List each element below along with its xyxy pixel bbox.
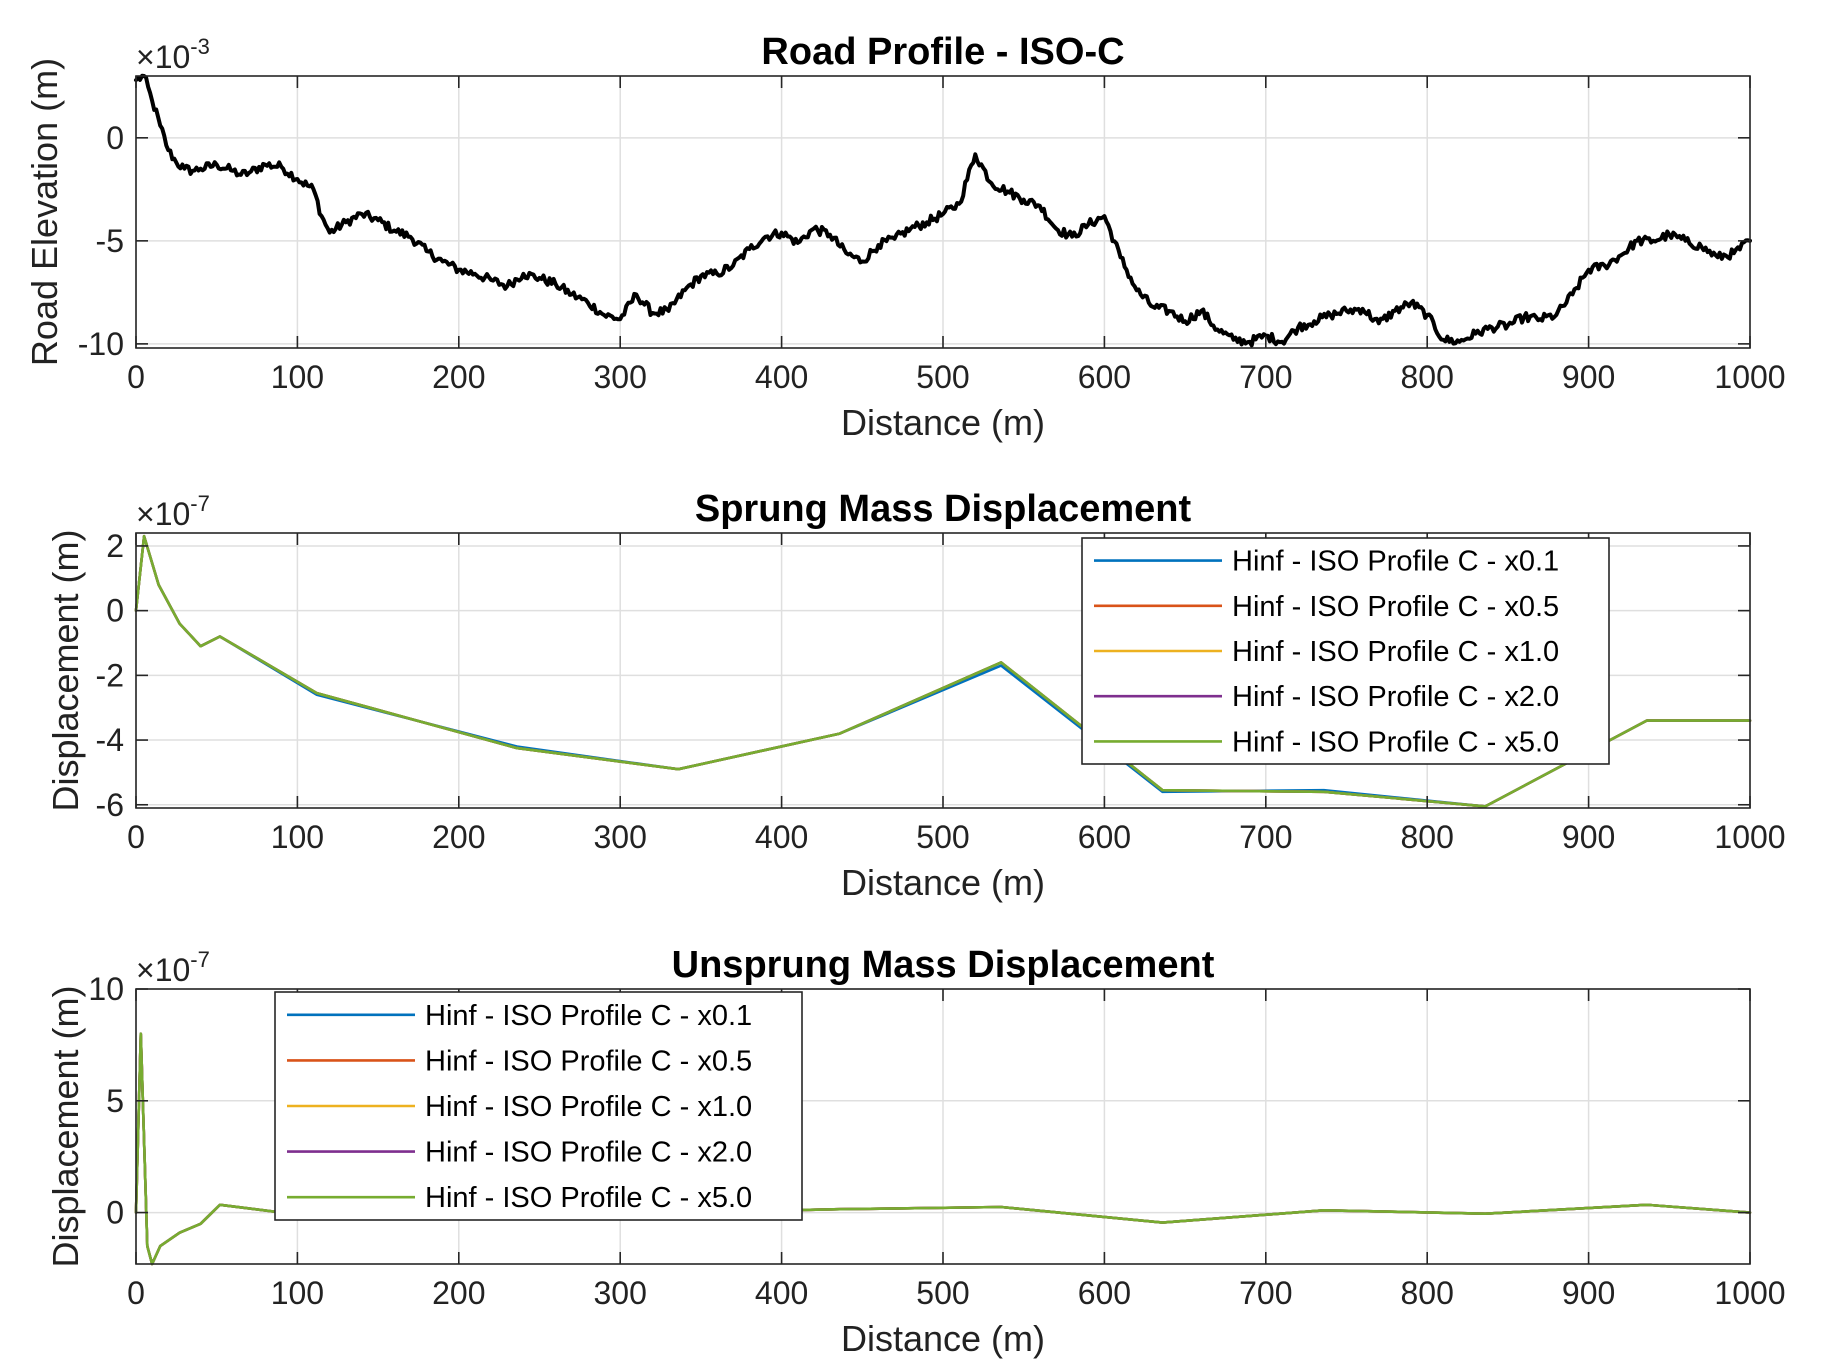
- x-tick-label: 700: [1239, 359, 1292, 395]
- y-tick-label: -5: [96, 223, 124, 259]
- chart-title: Road Profile - ISO-C: [761, 31, 1124, 73]
- legend-entry-label: Hinf - ISO Profile C - x1.0: [425, 1091, 752, 1123]
- y-tick-label: -4: [96, 722, 124, 758]
- y-tick-label: 10: [88, 971, 124, 1007]
- x-tick-label: 200: [432, 819, 485, 855]
- x-tick-label: 0: [127, 359, 145, 395]
- x-tick-label: 200: [432, 359, 485, 395]
- y-exponent-label: ×10-7: [136, 947, 210, 988]
- x-tick-label: 300: [594, 359, 647, 395]
- legend-entry-label: Hinf - ISO Profile C - x5.0: [425, 1182, 752, 1214]
- y-exponent-label: ×10-7: [136, 491, 210, 532]
- y-tick-label: 0: [106, 593, 124, 629]
- x-tick-label: 1000: [1714, 819, 1785, 855]
- x-tick-label: 500: [916, 1275, 969, 1311]
- legend-entry-label: Hinf - ISO Profile C - x0.1: [1232, 546, 1559, 578]
- series-line: [134, 534, 1752, 808]
- x-tick-label: 800: [1401, 1275, 1454, 1311]
- subplot-sprung-mass-displacement: 0 100 200 300 400 500 600 700 800 900 1000 -6 -4 -2 0 2…: [45, 488, 1786, 903]
- x-tick-label: 100: [271, 359, 324, 395]
- subplot-unsprung-mass-displacement: 0 100 200 300 400 500 600 700 800 900 1000 0 5 10 ×10-…: [45, 944, 1786, 1359]
- series-line: [134, 73, 1752, 348]
- legend: Hinf - ISO Profile C - x0.1 Hinf - ISO Pr…: [274, 991, 803, 1221]
- legend: Hinf - ISO Profile C - x0.1 Hinf - ISO Pr…: [1081, 537, 1610, 765]
- y-axis-label: Displacement (m): [45, 529, 86, 811]
- subplot-road-profile: 0 100 200 300 400 500 600 700 800 900 1000 -10 -5 0 ×1…: [24, 31, 1786, 443]
- x-tick-label: 600: [1078, 1275, 1131, 1311]
- x-axis-label: Distance (m): [841, 402, 1045, 443]
- legend-entry-label: Hinf - ISO Profile C - x0.5: [1232, 591, 1559, 623]
- series-lines: [134, 534, 1752, 808]
- x-tick-label: 800: [1401, 819, 1454, 855]
- y-tick-label: -2: [96, 657, 124, 693]
- y-exponent-base: ×10: [136, 952, 190, 988]
- y-exponent-power: -3: [190, 34, 210, 59]
- x-tick-label: 400: [755, 359, 808, 395]
- y-tick-label: 0: [106, 120, 124, 156]
- y-tick-label: -6: [96, 787, 124, 823]
- y-tick-label: -10: [78, 326, 124, 362]
- y-tick-label: 5: [106, 1083, 124, 1119]
- legend-entry-label: Hinf - ISO Profile C - x5.0: [1232, 726, 1559, 758]
- x-tick-label: 700: [1239, 1275, 1292, 1311]
- legend-entry-label: Hinf - ISO Profile C - x0.1: [425, 1000, 752, 1032]
- x-tick-label: 500: [916, 359, 969, 395]
- y-tick-label: 2: [106, 528, 124, 564]
- x-tick-label: 300: [594, 1275, 647, 1311]
- x-tick-label: 400: [755, 1275, 808, 1311]
- x-axis-label: Distance (m): [841, 862, 1045, 903]
- chart-title: Unsprung Mass Displacement: [672, 944, 1215, 986]
- y-exponent-power: -7: [190, 947, 210, 972]
- x-tick-label: 0: [127, 819, 145, 855]
- x-tick-label: 0: [127, 1275, 145, 1311]
- y-axis-label: Displacement (m): [45, 985, 86, 1267]
- legend-entry-label: Hinf - ISO Profile C - x1.0: [1232, 636, 1559, 668]
- x-tick-label: 100: [271, 819, 324, 855]
- x-tick-label: 700: [1239, 819, 1292, 855]
- x-tick-label: 200: [432, 1275, 485, 1311]
- x-tick-label: 1000: [1714, 359, 1785, 395]
- x-tick-label: 600: [1078, 819, 1131, 855]
- legend-entry-label: Hinf - ISO Profile C - x0.5: [425, 1045, 752, 1077]
- x-tick-label: 300: [594, 819, 647, 855]
- legend-entry-label: Hinf - ISO Profile C - x2.0: [1232, 681, 1559, 713]
- y-axis-label: Road Elevation (m): [24, 58, 65, 366]
- x-tick-label: 900: [1562, 819, 1615, 855]
- y-tick-label: 0: [106, 1195, 124, 1231]
- x-tick-label: 100: [271, 1275, 324, 1311]
- x-tick-label: 1000: [1714, 1275, 1785, 1311]
- chart-title: Sprung Mass Displacement: [695, 488, 1192, 530]
- x-tick-label: 900: [1562, 1275, 1615, 1311]
- y-exponent-label: ×10-3: [136, 34, 210, 75]
- y-exponent-power: -7: [190, 491, 210, 516]
- x-tick-label: 900: [1562, 359, 1615, 395]
- x-tick-label: 800: [1401, 359, 1454, 395]
- legend-entry-label: Hinf - ISO Profile C - x2.0: [425, 1137, 752, 1169]
- x-tick-label: 600: [1078, 359, 1131, 395]
- y-exponent-base: ×10: [136, 39, 190, 75]
- x-axis-label: Distance (m): [841, 1318, 1045, 1359]
- y-exponent-base: ×10: [136, 496, 190, 532]
- series-lines: [134, 73, 1752, 348]
- x-tick-label: 500: [916, 819, 969, 855]
- x-tick-label: 400: [755, 819, 808, 855]
